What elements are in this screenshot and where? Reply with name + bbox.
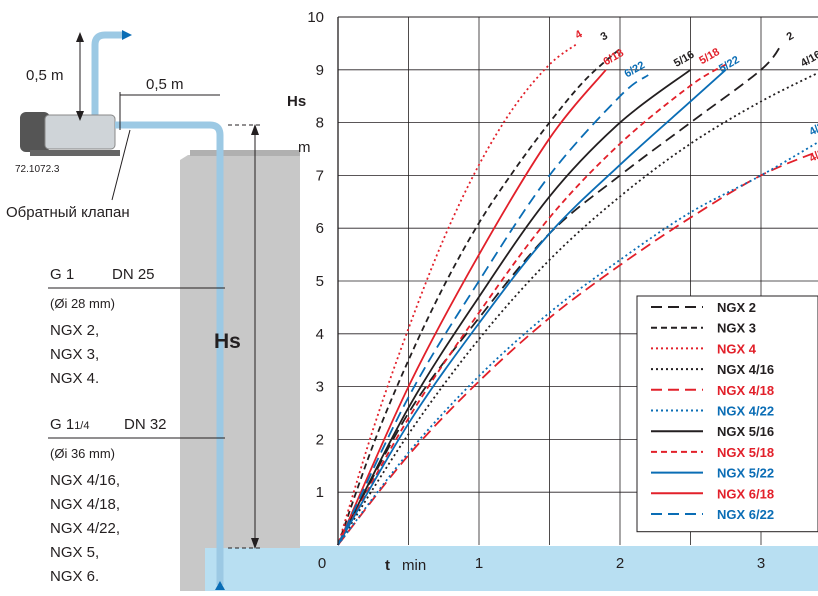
pipe1-inner: (Øi 28 mm)	[50, 296, 115, 311]
series-line-4-16	[337, 71, 818, 546]
pump-base	[30, 150, 120, 156]
pipe2-thread: G 11/4	[50, 416, 89, 433]
outflow-arrow-icon	[122, 30, 132, 40]
legend-label: NGX 3	[717, 321, 756, 336]
floor-surface	[190, 150, 300, 156]
x-tick-label: 1	[475, 555, 483, 572]
chart-legend: NGX 2 NGX 3 NGX 4 NGX 4/16 NGX 4/18 NGX 4/22 N…	[636, 295, 818, 533]
legend-label: NGX 5/18	[717, 445, 774, 460]
pipe1-model: NGX 3,	[50, 346, 100, 363]
curve-label: 4/22	[807, 117, 818, 138]
y-tick-label: 2	[316, 431, 324, 448]
pipe2-thread-frac: 1/4	[74, 420, 90, 432]
series-line-5-16	[337, 69, 692, 546]
y-tick-label: 8	[316, 115, 324, 132]
legend-label: NGX 5/16	[717, 424, 774, 439]
x-tick-label: 3	[757, 555, 765, 572]
y-tick-label: 4	[316, 326, 324, 343]
y-tick-label: 9	[316, 62, 324, 79]
inflow-arrow-icon	[215, 581, 225, 590]
legend-label: NGX 4/16	[717, 362, 774, 377]
curve-label: 6/18	[601, 47, 626, 68]
legend-label: NGX 6/22	[717, 507, 774, 522]
pipe2-model: NGX 4/16,	[50, 472, 121, 489]
pipe1-dn: DN 25	[112, 266, 155, 283]
curve-label: 5/16	[672, 49, 697, 70]
curve-label: 4/16	[799, 49, 818, 70]
curve-label: 4/18	[807, 144, 818, 165]
y-tick-label: 10	[307, 9, 324, 26]
pipe2-inner: (Øi 36 mm)	[50, 446, 115, 461]
height-05-right-label: 0,5 m	[146, 76, 184, 93]
height-05-top-label: 0,5 m	[26, 67, 64, 84]
pipe2-thread-main: G 1	[50, 416, 75, 433]
installation-diagram: 0,5 m 0,5 m 72.1072.3 Обратный клапан Hs…	[0, 0, 300, 591]
series-line-5-18	[337, 63, 727, 546]
pump-code: 72.1072.3	[15, 164, 60, 175]
pipe1-model: NGX 4.	[50, 370, 100, 387]
legend-label: NGX 4/22	[717, 404, 774, 419]
pipe2-model: NGX 5,	[50, 544, 100, 561]
series-line-6-22	[337, 74, 649, 546]
x-axis-band	[300, 546, 818, 591]
curve-label: 2	[785, 30, 796, 43]
chart-axes: 1 2 3 4 5 6 7 8 9 10 0 1 2 3	[307, 9, 765, 572]
ground-wall	[180, 155, 300, 591]
y-tick-label: 7	[316, 167, 324, 184]
check-valve-leader	[111, 129, 131, 201]
discharge-elbow	[91, 31, 125, 46]
x-axis-label: t	[385, 557, 390, 574]
series-line-6-18	[337, 69, 607, 546]
y-tick-label: 5	[316, 273, 324, 290]
y-axis-label: Hs	[287, 93, 306, 110]
legend-label: NGX 4/18	[717, 383, 774, 398]
dim-top-arrows-icon	[76, 32, 84, 121]
y-tick-label: 3	[316, 379, 324, 396]
curve-label: 4	[573, 28, 585, 42]
installation-drawing	[20, 30, 300, 591]
pump-motor	[20, 112, 50, 152]
suction-elbow	[209, 121, 224, 136]
legend-label: NGX 4	[717, 341, 757, 356]
legend-label: NGX 5/22	[717, 466, 774, 481]
series-line-3	[337, 48, 621, 546]
pipe2-dn: DN 32	[124, 416, 167, 433]
series-line-5-22	[337, 69, 727, 546]
x-axis-unit: min	[402, 557, 426, 574]
x-tick-label: 0	[318, 555, 326, 572]
x-tick-label: 2	[616, 555, 624, 572]
curve-label: 3	[599, 30, 610, 43]
y-tick-label: 6	[316, 220, 324, 237]
legend-label: NGX 6/18	[717, 486, 774, 501]
series-line-4	[337, 42, 579, 546]
check-valve-label: Обратный клапан	[6, 204, 130, 221]
y-tick-label: 1	[316, 484, 324, 501]
chart-series	[337, 42, 818, 546]
legend-label: NGX 2	[717, 300, 756, 315]
pipe2-model: NGX 4/22,	[50, 520, 121, 537]
pipe1-model: NGX 2,	[50, 322, 100, 339]
curve-label: 5/22	[717, 54, 742, 75]
y-axis-unit: m	[298, 139, 311, 156]
pipe2-model: NGX 6.	[50, 568, 100, 585]
series-line-4-22	[337, 141, 818, 546]
hs-dimension-label: Hs	[214, 330, 241, 353]
pipe2-model: NGX 4/18,	[50, 496, 121, 513]
pipe1-thread: G 1	[50, 266, 75, 283]
